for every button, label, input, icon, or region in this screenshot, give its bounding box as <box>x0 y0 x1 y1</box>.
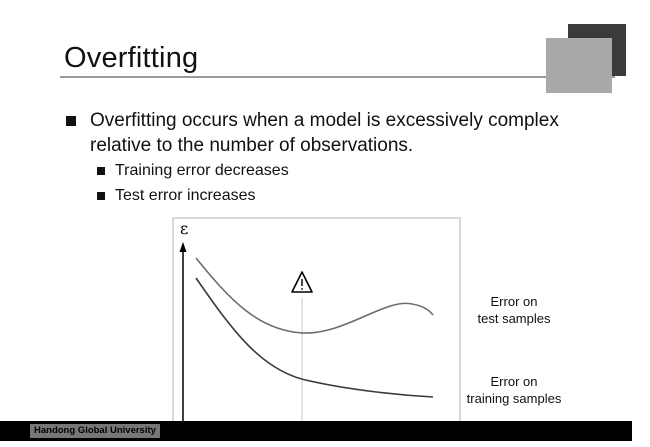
slide-title: Overfitting <box>64 42 199 74</box>
sub-bullet-square-icon <box>97 167 105 175</box>
test-annotation-line2: test samples <box>477 311 551 326</box>
train-annotation-line1: Error on <box>490 374 538 389</box>
sub-bullet-square-icon <box>97 192 105 200</box>
sub-bullet-test-text: Test error increases <box>115 187 256 204</box>
bullet-main-text: Overfitting occurs when a model is exces… <box>90 110 559 156</box>
sub-bullet-test: Test error increases <box>97 186 256 206</box>
warning-triangle-icon <box>291 271 313 293</box>
title-underline <box>60 76 615 78</box>
footer-institution: Handong Global University <box>30 424 160 438</box>
sub-bullet-training-text: Training error decreases <box>115 162 289 179</box>
sub-bullet-training: Training error decreases <box>97 161 289 181</box>
y-axis-arrow-icon <box>179 242 187 252</box>
y-axis-label: ε <box>180 219 188 238</box>
training-error-annotation: Error on training samples <box>452 373 576 407</box>
diagram-frame <box>172 217 461 432</box>
bullet-square-icon <box>66 116 76 126</box>
test-annotation-line1: Error on <box>490 294 538 309</box>
decor-square-light <box>546 38 612 93</box>
train-annotation-line2: training samples <box>466 391 562 406</box>
bullet-main: Overfitting occurs when a model is exces… <box>66 108 566 158</box>
test-error-curve <box>195 257 434 334</box>
training-error-curve <box>195 277 434 398</box>
test-error-annotation: Error on test samples <box>462 293 566 327</box>
